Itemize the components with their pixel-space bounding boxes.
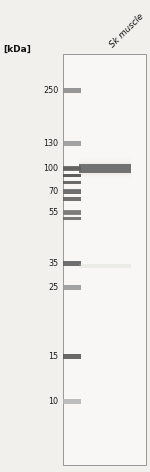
Bar [63, 197, 81, 201]
Bar [63, 88, 81, 93]
Bar [63, 141, 81, 146]
Bar [63, 181, 81, 184]
Text: 35: 35 [48, 259, 59, 268]
Bar [79, 157, 131, 180]
Bar [63, 166, 81, 171]
Bar [63, 54, 146, 465]
Text: 100: 100 [44, 164, 59, 173]
Bar [79, 162, 131, 175]
Text: 70: 70 [48, 187, 59, 196]
Bar [63, 354, 81, 359]
Text: [kDa]: [kDa] [3, 45, 31, 54]
Text: 10: 10 [48, 397, 58, 406]
Text: 25: 25 [48, 283, 59, 292]
Bar [63, 174, 81, 177]
Text: 55: 55 [48, 208, 59, 217]
Bar [63, 189, 81, 194]
Bar [63, 190, 81, 194]
Text: 250: 250 [43, 86, 58, 95]
Bar [63, 217, 81, 220]
Bar [63, 210, 81, 215]
Bar [63, 261, 81, 266]
Bar [63, 167, 81, 170]
Text: Sk muscle: Sk muscle [108, 12, 146, 50]
Text: 130: 130 [44, 139, 59, 148]
Bar [63, 211, 81, 214]
Bar [79, 264, 131, 268]
Bar [63, 285, 81, 290]
Bar [63, 399, 81, 404]
Bar [79, 164, 131, 173]
Text: 15: 15 [48, 352, 59, 361]
Bar [79, 160, 131, 177]
